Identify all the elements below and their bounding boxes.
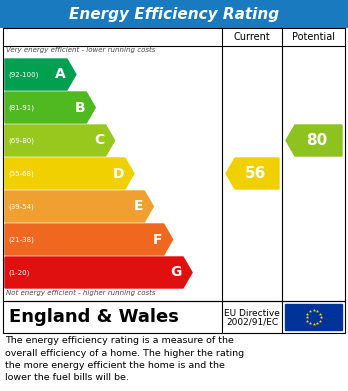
Text: The energy efficiency rating is a measure of the
overall efficiency of a home. T: The energy efficiency rating is a measur…	[5, 336, 244, 382]
Text: (21-38): (21-38)	[8, 236, 34, 243]
Text: Not energy efficient - higher running costs: Not energy efficient - higher running co…	[6, 290, 156, 296]
Text: C: C	[94, 133, 105, 147]
Text: 56: 56	[245, 166, 266, 181]
Text: 2002/91/EC: 2002/91/EC	[226, 317, 278, 326]
Bar	[0, 0, 348, 28]
Text: England & Wales: England & Wales	[9, 308, 179, 326]
Text: Current: Current	[234, 32, 270, 42]
Text: G: G	[171, 265, 182, 280]
Text: (39-54): (39-54)	[8, 203, 34, 210]
Polygon shape	[5, 59, 76, 90]
Polygon shape	[286, 125, 342, 156]
Text: (1-20): (1-20)	[8, 269, 29, 276]
Text: (92-100): (92-100)	[8, 71, 38, 78]
Text: (55-68): (55-68)	[8, 170, 34, 177]
Bar	[3, 28, 345, 301]
Polygon shape	[5, 125, 114, 156]
Text: EU Directive: EU Directive	[224, 308, 280, 317]
Text: Potential: Potential	[292, 32, 335, 42]
Text: Very energy efficient - lower running costs: Very energy efficient - lower running co…	[6, 47, 155, 53]
Text: F: F	[153, 233, 163, 246]
Text: D: D	[112, 167, 124, 181]
Text: Energy Efficiency Rating: Energy Efficiency Rating	[69, 7, 279, 22]
Bar	[3, 301, 345, 333]
Polygon shape	[5, 191, 153, 222]
Text: A: A	[55, 68, 66, 81]
Text: 80: 80	[306, 133, 327, 148]
Text: (69-80): (69-80)	[8, 137, 34, 144]
Bar	[285, 304, 342, 330]
Text: E: E	[134, 199, 143, 213]
Text: B: B	[75, 100, 85, 115]
Polygon shape	[5, 92, 95, 123]
Polygon shape	[226, 158, 279, 189]
Polygon shape	[5, 257, 192, 288]
Polygon shape	[5, 158, 134, 189]
Polygon shape	[5, 224, 173, 255]
Text: (81-91): (81-91)	[8, 104, 34, 111]
